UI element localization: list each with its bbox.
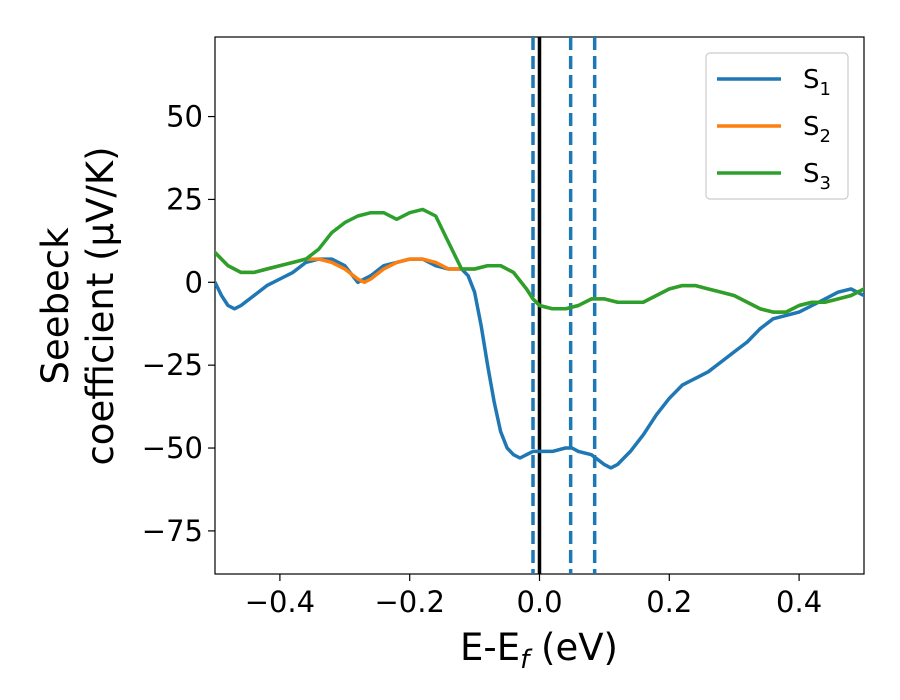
series-lines xyxy=(215,207,864,470)
x-axis-title: E-Ef (eV) xyxy=(460,626,618,675)
legend-label: S2 xyxy=(803,112,831,147)
y-axis-title-line2: coefficient (μV/K) xyxy=(79,146,122,465)
series-line-s3 xyxy=(215,207,864,314)
x-axis-ticks: −0.4 −0.2 0.0 0.2 0.4 xyxy=(245,574,822,619)
y-axis-title: Seebeck coefficient (μV/K) xyxy=(34,146,122,465)
x-tick-label: −0.4 xyxy=(245,585,315,619)
y-tick-label: 25 xyxy=(166,182,203,216)
x-tick-label: 0.2 xyxy=(646,585,692,619)
y-axis-ticks: 50 25 0 −25 −50 −75 xyxy=(142,100,215,548)
y-tick-label: −75 xyxy=(142,514,203,548)
y-axis-title-line1: Seebeck xyxy=(34,227,77,385)
x-tick-label: 0.4 xyxy=(776,585,822,619)
y-tick-label: −50 xyxy=(142,431,203,465)
y-tick-label: 50 xyxy=(166,100,203,134)
y-tick-label: −25 xyxy=(142,348,203,382)
x-tick-label: 0.0 xyxy=(516,585,562,619)
legend-label: S1 xyxy=(803,65,831,100)
legend-label: S3 xyxy=(803,159,831,194)
legend: S1 S2 S3 xyxy=(705,52,849,200)
x-tick-label: −0.2 xyxy=(374,585,444,619)
y-tick-label: 0 xyxy=(185,265,203,299)
